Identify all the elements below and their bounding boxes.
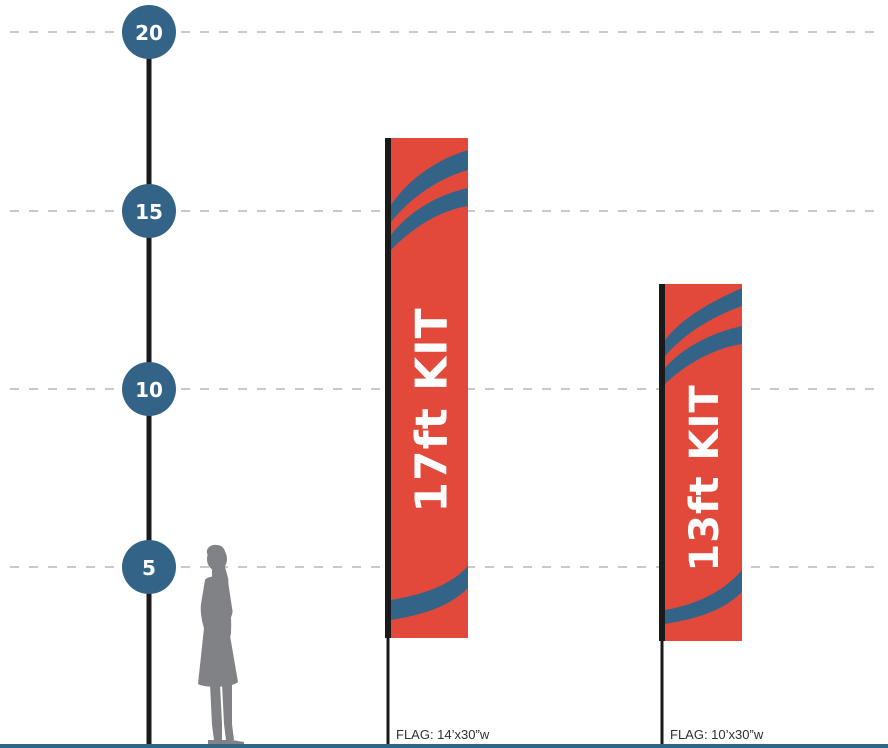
scale-badge-5: 5 xyxy=(122,540,176,594)
flag-swoosh xyxy=(665,570,742,624)
scale-label-15: 15 xyxy=(135,200,163,224)
scale-badge-20: 20 xyxy=(122,5,176,59)
scale-label-5: 5 xyxy=(142,556,156,580)
scale-badge-circle xyxy=(122,184,176,238)
scale-label-20: 20 xyxy=(135,21,163,45)
scale-label-10: 10 xyxy=(135,378,163,402)
flag-size-label-13ft: FLAG: 10’x30”w xyxy=(670,727,764,742)
flag-pole xyxy=(659,284,665,641)
ground-line xyxy=(0,744,888,748)
flag-title-17ft: 17ft KIT xyxy=(407,307,458,512)
flag-kit-13ft: 13ft KIT xyxy=(659,284,742,746)
scale-badge-circle xyxy=(122,540,176,594)
flag-size-label-17ft: FLAG: 14’x30”w xyxy=(396,727,490,742)
person-silhouette-icon xyxy=(198,544,244,746)
scale-badge-circle xyxy=(122,5,176,59)
scale-badge-15: 15 xyxy=(122,184,176,238)
flag-kit-17ft: 17ft KIT xyxy=(385,138,468,746)
flag-title-13ft: 13ft KIT xyxy=(682,384,728,571)
flag-pole xyxy=(385,138,391,638)
flag-ground-spike xyxy=(386,638,390,746)
flag-swoosh xyxy=(665,326,742,384)
scale-badge-circle xyxy=(122,362,176,416)
flag-ground-spike xyxy=(660,641,664,746)
flag-swoosh xyxy=(391,566,468,620)
flag-swoosh xyxy=(665,288,742,356)
scale-badge-10: 10 xyxy=(122,362,176,416)
flag-swoosh xyxy=(391,150,468,222)
flag-swoosh xyxy=(391,188,468,250)
